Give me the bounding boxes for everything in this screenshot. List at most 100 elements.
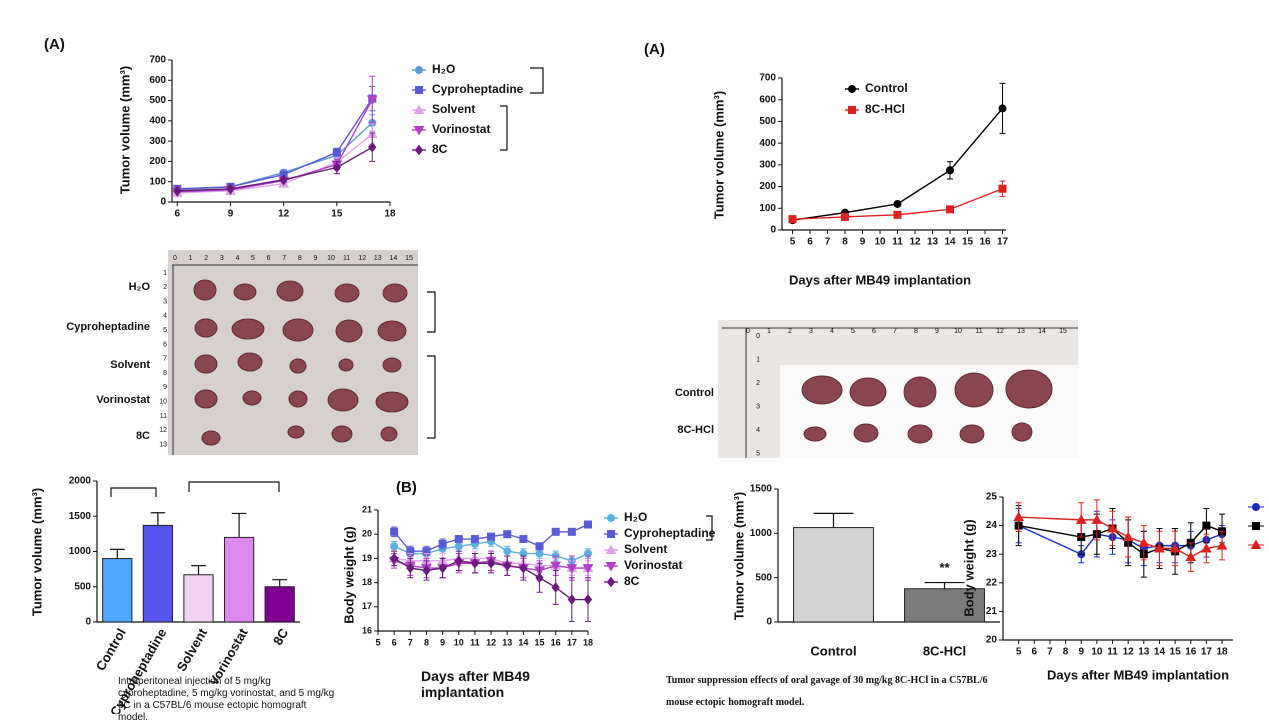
bracket xyxy=(427,291,436,333)
marker xyxy=(1252,522,1260,530)
marker xyxy=(1202,521,1211,530)
x-tick-label: 10 xyxy=(874,237,886,248)
tumor xyxy=(853,423,879,443)
x-tick-label: 9 xyxy=(228,209,234,220)
ruler-number: 5 xyxy=(756,450,760,457)
legend-label: H₂O xyxy=(624,510,647,524)
tumor xyxy=(801,375,843,405)
x-tick-label: Solvent xyxy=(174,625,211,674)
marker xyxy=(503,547,512,556)
y-tick-label: 0 xyxy=(160,197,166,208)
x-tick-label: 11 xyxy=(1107,647,1118,658)
ruler-number: 12 xyxy=(159,427,167,434)
legend-label: Cyproheptadine xyxy=(432,82,524,96)
x-tick-label: 5 xyxy=(790,237,796,248)
tumor xyxy=(335,319,363,343)
marker xyxy=(582,564,594,574)
tumor xyxy=(194,318,218,338)
ruler-number: 0 xyxy=(746,328,750,335)
tumor xyxy=(849,377,887,407)
ruler-number: 4 xyxy=(235,255,239,262)
bar xyxy=(904,588,985,623)
caption: Intraperitoneal injection of 5 mg/kg cyp… xyxy=(118,676,335,723)
series-line xyxy=(177,122,373,191)
ruler-number: 3 xyxy=(756,403,760,410)
ruler-number: 13 xyxy=(159,441,167,448)
x-tick-label: 17 xyxy=(567,637,577,647)
tumor xyxy=(375,391,409,413)
marker xyxy=(1185,551,1197,562)
x-tick-label: 11 xyxy=(470,637,480,647)
marker xyxy=(893,210,902,219)
tumor xyxy=(289,358,307,374)
ruler-number: 6 xyxy=(872,328,876,335)
marker xyxy=(390,553,399,564)
ruler-number: 11 xyxy=(975,328,982,335)
y-tick-label: 0 xyxy=(770,225,776,236)
y-tick-label: 500 xyxy=(149,95,166,106)
bar xyxy=(793,527,874,623)
ruler-number: 8 xyxy=(914,328,918,335)
photo-label: Control xyxy=(675,387,714,399)
ruler-number: 12 xyxy=(358,255,366,262)
bar xyxy=(142,524,174,623)
x-tick-label: 12 xyxy=(909,237,921,248)
ruler-number: 4 xyxy=(830,328,834,335)
marker xyxy=(503,560,512,571)
ruler-number: 8 xyxy=(298,255,302,262)
marker xyxy=(1075,514,1087,524)
legend-label: Vorinostat xyxy=(432,122,490,136)
tumor xyxy=(194,354,218,374)
bracket xyxy=(530,67,544,94)
marker xyxy=(406,562,415,574)
y-tick-label: 20 xyxy=(986,635,998,646)
bracket xyxy=(500,105,508,151)
y-axis-label: Tumor volume (mm³) xyxy=(117,66,132,194)
ruler-number: 9 xyxy=(935,328,939,335)
legend-label: Cyproheptadine xyxy=(624,526,716,540)
marker xyxy=(487,532,496,541)
marker xyxy=(454,542,463,551)
x-tick-label: 8 xyxy=(1063,647,1069,658)
x-tick-label: 15 xyxy=(962,237,974,248)
marker xyxy=(605,544,617,554)
y-tick-label: 500 xyxy=(755,572,772,583)
x-tick-label: 7 xyxy=(408,637,413,647)
x-tick-label: 9 xyxy=(1078,647,1084,658)
y-tick-label: 1500 xyxy=(69,511,92,522)
panel-label: (B) xyxy=(396,479,417,496)
tumor xyxy=(331,425,353,443)
panel-label: (A) xyxy=(44,36,65,53)
marker xyxy=(535,549,544,558)
marker xyxy=(1122,531,1134,542)
ruler-number: 0 xyxy=(756,333,760,340)
legend-label: Solvent xyxy=(624,542,667,556)
marker xyxy=(607,514,615,522)
y-tick-label: 300 xyxy=(149,136,166,147)
tumor xyxy=(1011,422,1033,442)
marker xyxy=(841,212,849,221)
ruler-number: 6 xyxy=(163,341,167,348)
tumor xyxy=(193,279,217,301)
marker xyxy=(368,141,377,153)
marker xyxy=(567,527,576,536)
bar xyxy=(223,536,255,623)
x-tick-label: 18 xyxy=(583,637,593,647)
tumor xyxy=(382,283,408,303)
ruler-number: 11 xyxy=(343,255,350,262)
legend-label: Control xyxy=(865,81,908,95)
x-tick-label: 8 xyxy=(842,237,848,248)
tumor xyxy=(803,426,827,442)
y-axis-label: Tumor volume (mm³) xyxy=(731,492,746,620)
marker xyxy=(486,557,496,569)
bracket xyxy=(706,515,713,541)
ruler-number: 14 xyxy=(390,255,398,262)
x-tick-label: 8C-HCl xyxy=(923,643,966,658)
tumor xyxy=(282,318,314,342)
y-tick-label: 1500 xyxy=(750,484,773,495)
error-bar xyxy=(150,512,166,526)
y-tick-label: 500 xyxy=(74,581,91,592)
marker xyxy=(567,594,576,605)
tumor xyxy=(380,426,398,442)
marker xyxy=(893,199,902,208)
